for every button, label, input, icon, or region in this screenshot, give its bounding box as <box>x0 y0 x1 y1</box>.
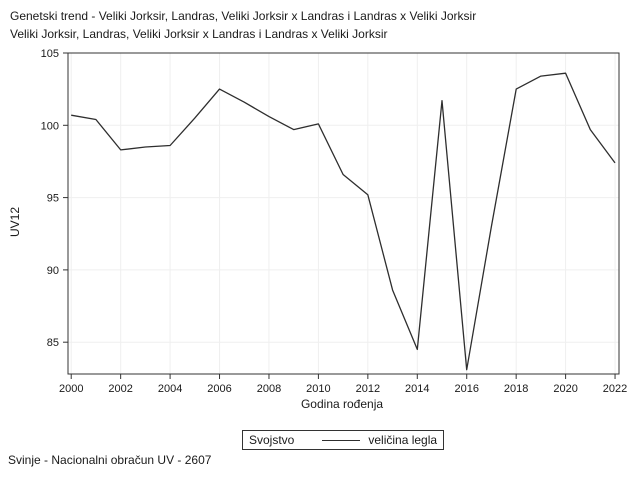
x-tick-label: 2022 <box>603 383 627 395</box>
y-axis-title: UV12 <box>8 206 22 238</box>
x-axis-title: Godina rođenja <box>300 397 384 411</box>
y-tick-label: 95 <box>47 193 59 205</box>
y-tick-label: 105 <box>41 48 59 60</box>
y-tick-label: 90 <box>47 265 59 277</box>
x-tick-label: 2008 <box>257 383 281 395</box>
x-tick-label: 2018 <box>504 383 528 395</box>
legend: Svojstvo veličina legla <box>242 430 445 450</box>
x-tick-label: 2020 <box>553 383 577 395</box>
plot-frame <box>67 52 620 375</box>
legend-title: Svojstvo <box>249 433 295 447</box>
footnote: Svinje - Nacionalni obračun UV - 2607 <box>8 453 212 467</box>
trend-line <box>71 72 616 371</box>
x-tick-label: 2016 <box>454 383 478 395</box>
chart-subtitle: Veliki Jorksir, Landras, Veliki Jorksir … <box>10 27 388 41</box>
x-tick-label: 2010 <box>306 383 330 395</box>
x-tick-label: 2012 <box>356 383 380 395</box>
x-tick-label: 2004 <box>158 383 182 395</box>
x-tick-label: 2002 <box>108 383 132 395</box>
legend-series-label: veličina legla <box>368 433 438 447</box>
legend-line-swatch <box>322 439 361 441</box>
chart-title: Genetski trend - Veliki Jorksir, Landras… <box>10 9 477 23</box>
title-block: Genetski trend - Veliki Jorksir, Landras… <box>10 7 476 43</box>
x-tick-label: 2006 <box>207 383 231 395</box>
x-tick-label: 2014 <box>405 383 429 395</box>
x-tick-label: 2000 <box>59 383 83 395</box>
y-tick-label: 100 <box>41 120 59 132</box>
y-tick-label: 85 <box>47 337 59 349</box>
